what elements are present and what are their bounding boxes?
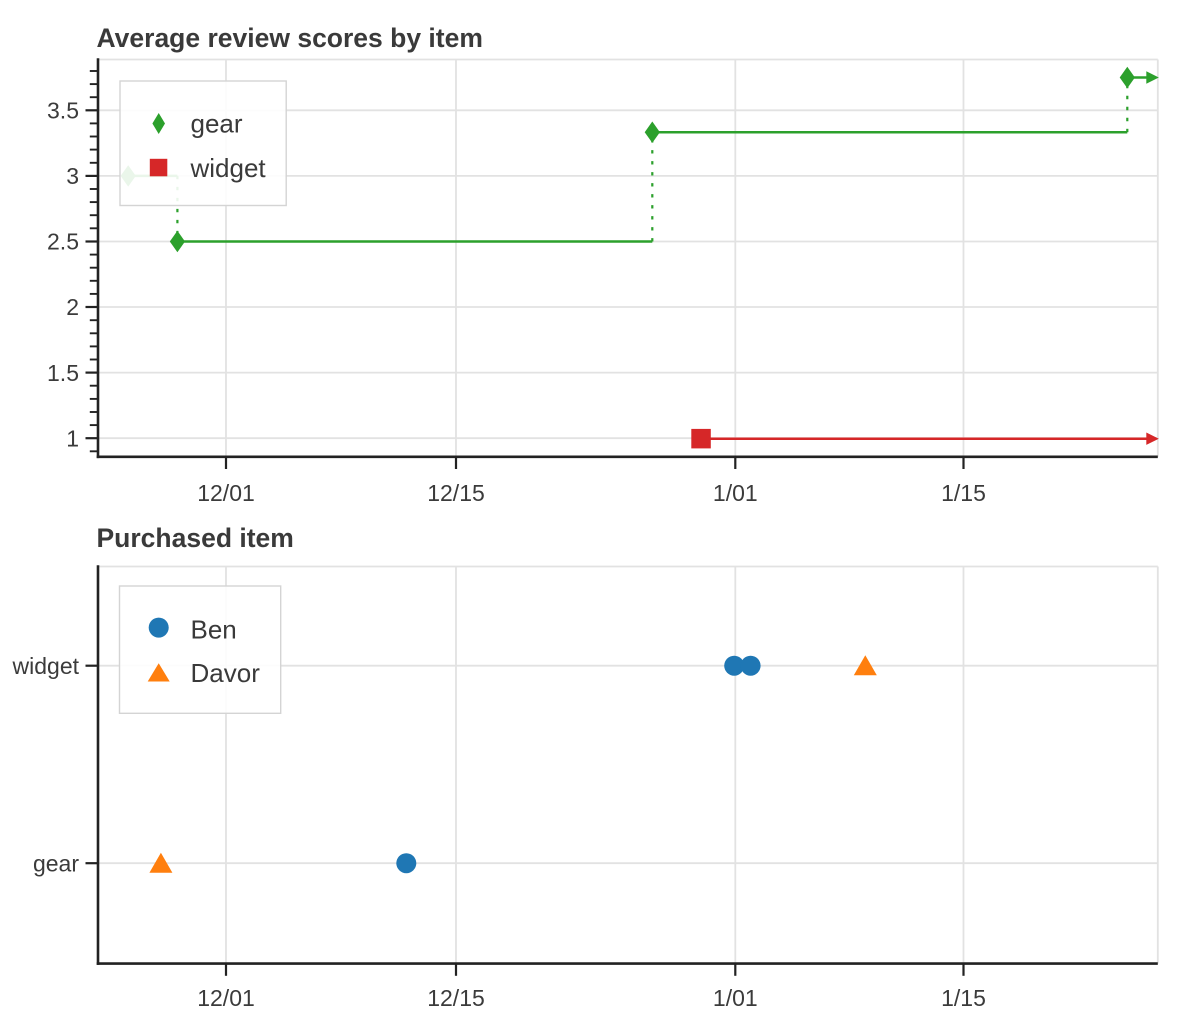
svg-text:Ben: Ben bbox=[191, 615, 237, 645]
svg-text:3.5: 3.5 bbox=[47, 98, 79, 124]
svg-text:3: 3 bbox=[66, 163, 79, 189]
svg-text:gear: gear bbox=[191, 109, 243, 139]
svg-text:2: 2 bbox=[66, 294, 79, 320]
svg-text:widget: widget bbox=[190, 153, 267, 183]
svg-text:1.5: 1.5 bbox=[47, 360, 79, 386]
svg-text:widget: widget bbox=[12, 653, 80, 679]
svg-text:Davor: Davor bbox=[191, 658, 261, 688]
svg-text:1: 1 bbox=[66, 425, 79, 451]
svg-text:12/15: 12/15 bbox=[427, 480, 485, 506]
svg-text:Purchased item: Purchased item bbox=[97, 523, 294, 553]
svg-text:12/01: 12/01 bbox=[197, 985, 255, 1011]
svg-text:12/15: 12/15 bbox=[427, 985, 485, 1011]
svg-text:1/15: 1/15 bbox=[941, 480, 986, 506]
svg-text:Average review scores by item: Average review scores by item bbox=[97, 23, 483, 53]
svg-text:12/01: 12/01 bbox=[197, 480, 255, 506]
svg-text:gear: gear bbox=[33, 850, 79, 876]
svg-text:1/01: 1/01 bbox=[713, 480, 758, 506]
svg-text:1/01: 1/01 bbox=[713, 985, 758, 1011]
svg-text:1/15: 1/15 bbox=[941, 985, 986, 1011]
svg-text:2.5: 2.5 bbox=[47, 229, 79, 255]
